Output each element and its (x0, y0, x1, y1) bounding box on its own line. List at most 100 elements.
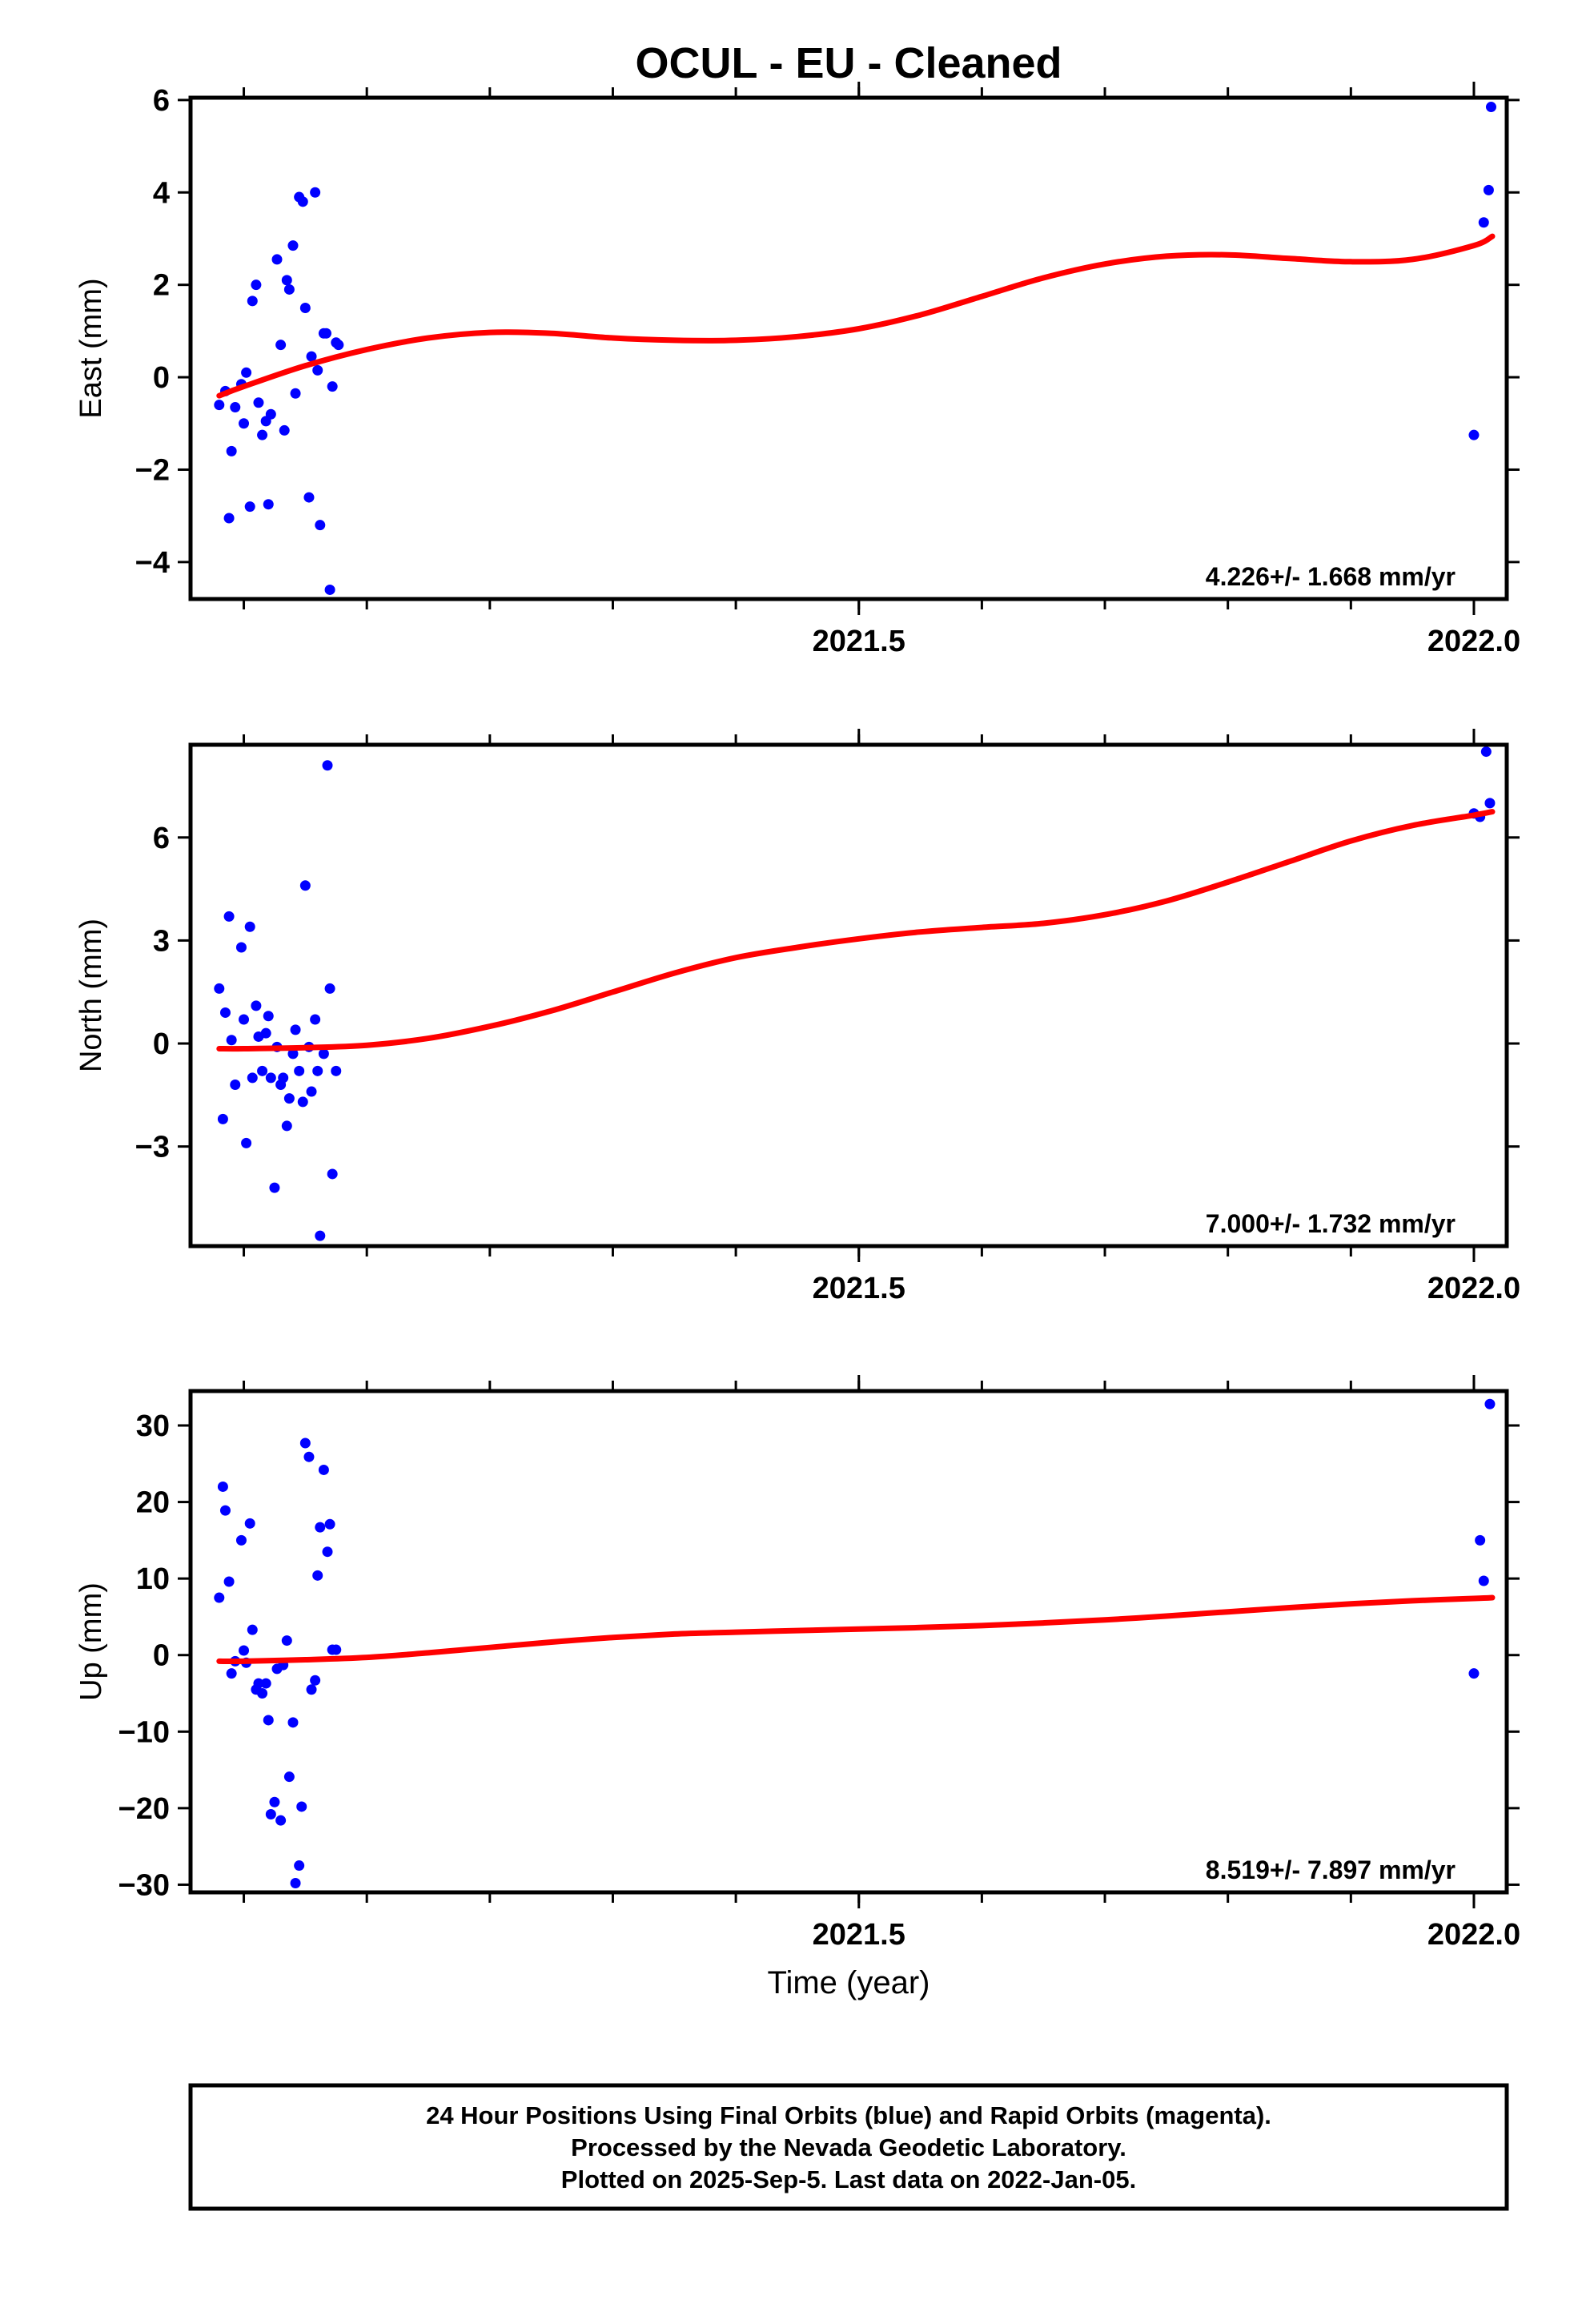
north-data-point (217, 1113, 228, 1124)
east-data-point (230, 402, 241, 413)
north-data-point (312, 1065, 323, 1076)
up-data-point (296, 1801, 307, 1812)
north-panel: −3 0 3 6 2021.5 2022.0 North (mm) 7.000+/- 1.73… (74, 729, 1520, 1305)
east-data-point (315, 520, 326, 531)
up-data-point (310, 1675, 321, 1686)
up-data-point (312, 1570, 323, 1581)
east-points (214, 102, 1496, 595)
north-data-point (214, 983, 225, 994)
up-data-point (315, 1522, 326, 1533)
east-x-tick-label: 2022.0 (1427, 625, 1520, 658)
north-rate-label: 7.000+/- 1.732 mm/yr (1206, 1209, 1456, 1238)
east-rate-label: 4.226+/- 1.668 mm/yr (1206, 562, 1456, 591)
east-y-tick-label: 6 (153, 84, 170, 118)
up-data-point (281, 1635, 292, 1647)
north-y-axis-label: North (mm) (74, 919, 108, 1072)
north-y-tick-label: 3 (153, 924, 170, 958)
footer-frame (188, 2083, 1509, 2211)
north-data-point (235, 942, 247, 953)
north-data-point (306, 1086, 317, 1097)
up-data-point (318, 1464, 329, 1475)
north-points (214, 746, 1496, 1241)
up-x-tick-label: 2021.5 (813, 1918, 905, 1952)
north-data-point (299, 880, 311, 891)
north-data-point (1480, 746, 1492, 758)
east-data-point (283, 283, 295, 295)
up-data-point (223, 1576, 235, 1587)
up-data-point (294, 1860, 305, 1872)
east-y-tick-label: 0 (153, 361, 170, 395)
east-y-tick-label: −2 (135, 453, 170, 487)
north-data-point (322, 760, 333, 771)
up-y-tick-label: 30 (136, 1409, 170, 1443)
north-data-point (239, 1014, 250, 1025)
up-data-point (287, 1717, 299, 1728)
east-data-point (320, 328, 331, 339)
east-data-point (271, 254, 283, 265)
north-data-point (247, 1072, 258, 1084)
up-y-axis-label: Up (mm) (74, 1582, 108, 1701)
up-data-point (214, 1592, 225, 1603)
up-data-point (253, 1678, 264, 1689)
north-data-point (294, 1065, 305, 1076)
north-data-point (260, 1027, 271, 1039)
north-data-point (263, 1011, 274, 1022)
up-data-point (1475, 1534, 1486, 1546)
east-data-point (1468, 429, 1480, 440)
up-y-tick-label: 10 (136, 1562, 170, 1596)
up-data-point (219, 1505, 231, 1516)
north-data-point (324, 983, 335, 994)
east-data-point (297, 196, 308, 207)
footer-line-plotted: Plotted on 2025-Sep-5. Last data on 2022… (561, 2165, 1136, 2193)
up-data-point (322, 1546, 333, 1558)
east-data-point (310, 187, 321, 198)
up-data-point (257, 1688, 268, 1699)
north-fit-curve (216, 809, 1496, 1052)
east-data-point (253, 397, 264, 408)
up-data-point (290, 1878, 301, 1889)
up-y-tick-label: −10 (118, 1715, 170, 1749)
up-data-point (324, 1518, 335, 1530)
up-data-point (1484, 1398, 1496, 1409)
x-axis-label: Time (year) (768, 1965, 930, 2000)
east-fit-curve (216, 233, 1496, 399)
up-data-point (217, 1481, 228, 1492)
east-x-tick-label: 2021.5 (813, 625, 905, 658)
east-data-point (251, 279, 262, 291)
up-data-point (1468, 1668, 1480, 1679)
up-data-point (306, 1684, 317, 1695)
north-data-point (287, 1048, 299, 1059)
footer-line-processed: Processed by the Nevada Geodetic Laborat… (571, 2133, 1126, 2161)
footer-box: 24 Hour Positions Using Final Orbits (bl… (188, 2083, 1509, 2211)
east-frame (188, 95, 1509, 601)
up-data-point (239, 1645, 250, 1656)
east-data-point (223, 513, 235, 524)
east-data-point (333, 340, 344, 351)
north-data-point (331, 1065, 342, 1076)
east-data-point (279, 424, 290, 436)
north-x-tick-label: 2022.0 (1427, 1272, 1520, 1305)
footer-line-orbits: 24 Hour Positions Using Final Orbits (bl… (426, 2101, 1271, 2129)
east-y-tick-label: −4 (135, 546, 170, 580)
north-data-point (219, 1007, 231, 1018)
east-data-point (1483, 184, 1494, 195)
north-data-point (315, 1230, 326, 1241)
up-points (214, 1398, 1496, 1889)
up-y-tick-label: −30 (118, 1868, 170, 1902)
east-data-point (263, 499, 274, 510)
east-data-point (303, 492, 315, 503)
east-data-point (1478, 217, 1489, 228)
north-data-point (241, 1137, 252, 1148)
east-data-point (281, 275, 292, 286)
north-data-point (223, 911, 235, 922)
north-data-point (310, 1014, 321, 1025)
up-data-point (303, 1451, 315, 1462)
north-data-point (1484, 798, 1496, 809)
up-data-point (1478, 1575, 1489, 1586)
north-data-point (318, 1048, 329, 1059)
north-data-point (265, 1072, 276, 1084)
north-frame (188, 742, 1509, 1248)
north-data-point (251, 1000, 262, 1011)
east-data-point (287, 240, 299, 251)
